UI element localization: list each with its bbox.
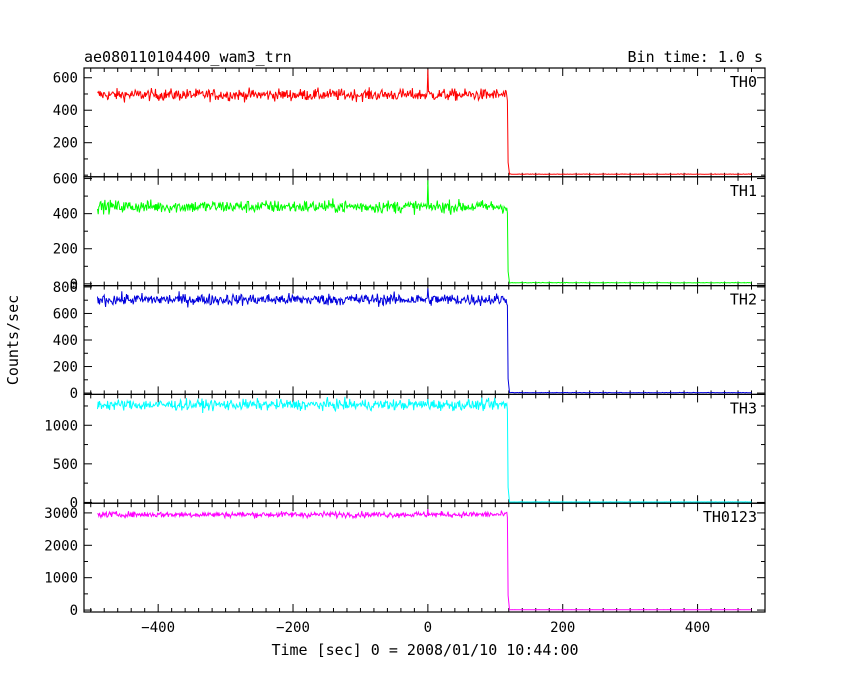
panel-frame: [83, 67, 766, 178]
panel-frame: [83, 502, 766, 613]
x-axis-label: Time [sec] 0 = 2008/01/10 10:44:00: [271, 641, 578, 659]
x-tick-label: 200: [550, 620, 575, 636]
y-tick-label: 2000: [44, 538, 78, 554]
series-name-label: TH0: [730, 73, 757, 91]
y-tick-label: 1000: [44, 418, 78, 434]
series-line-th1: [97, 180, 752, 284]
panel-th3: 0 500 1000 TH3: [44, 393, 766, 511]
series-name-label: TH1: [730, 182, 757, 200]
y-tick-label: 0: [70, 277, 78, 293]
y-tick-label: 400: [53, 207, 78, 223]
y-tick-label: 400: [53, 333, 78, 349]
series-name-label: TH3: [730, 399, 757, 417]
y-tick-label: 200: [53, 242, 78, 258]
series-name-label: TH0123: [703, 508, 757, 526]
y-tick-label: 800: [53, 280, 78, 296]
chart-title: ae080110104400_wam3_trn: [84, 48, 292, 66]
panel-th0123: 0 1000 2000 3000 TH0123: [44, 502, 766, 619]
y-axis-label: Counts/sec: [4, 295, 22, 385]
y-tick-label: 600: [53, 71, 78, 87]
x-tick-label: −400: [141, 620, 175, 636]
series-line-th2: [97, 288, 752, 394]
panel-frame: [83, 176, 766, 287]
y-tick-label: 0: [70, 386, 78, 402]
series-line-th0: [97, 69, 752, 176]
series-name-label: TH2: [730, 291, 757, 309]
y-tick-label: 200: [53, 136, 78, 152]
panel-th0: 200 400 600 TH0: [53, 67, 766, 178]
bin-time-label: Bin time: 1.0 s: [628, 48, 763, 66]
y-tick-label: 600: [53, 306, 78, 322]
x-tick-label: −200: [276, 620, 310, 636]
panel-th1: 0 200 400 600 TH1: [53, 172, 766, 293]
x-tick-label: 400: [685, 620, 710, 636]
panel-frame: [83, 393, 766, 504]
series-line-th0123: [97, 508, 752, 611]
y-tick-label: 200: [53, 360, 78, 376]
y-tick-label: 600: [53, 172, 78, 188]
y-tick-label: 0: [70, 495, 78, 511]
panels-group: 200 400 600 TH0 0 200 400 600 TH1 0 200 400 600 800 TH…: [44, 67, 766, 636]
y-tick-label: 0: [70, 603, 78, 619]
series-line-th3: [97, 396, 752, 503]
y-tick-label: 400: [53, 103, 78, 119]
panel-th2: 0 200 400 600 800 TH2: [53, 280, 766, 402]
y-tick-label: 3000: [44, 506, 78, 522]
x-tick-label: 0: [424, 620, 432, 636]
y-tick-label: 500: [53, 457, 78, 473]
y-tick-label: 1000: [44, 571, 78, 587]
